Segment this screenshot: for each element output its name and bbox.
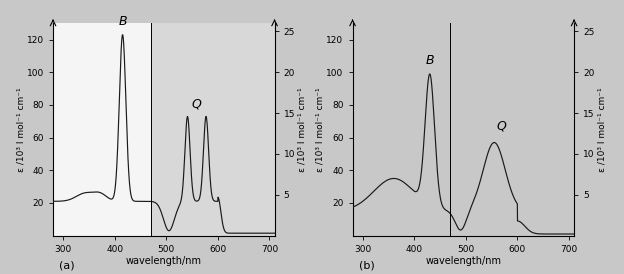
Y-axis label: ε /10³ l mol⁻¹ cm⁻¹: ε /10³ l mol⁻¹ cm⁻¹ <box>298 87 307 172</box>
Text: (a): (a) <box>59 261 75 270</box>
Text: $Q$: $Q$ <box>190 98 202 112</box>
Y-axis label: ε /10³ l mol⁻¹ cm⁻¹: ε /10³ l mol⁻¹ cm⁻¹ <box>16 87 26 172</box>
Text: (b): (b) <box>359 261 374 270</box>
X-axis label: wavelength/nm: wavelength/nm <box>126 256 202 266</box>
Y-axis label: ε /10³ l mol⁻¹ cm⁻¹: ε /10³ l mol⁻¹ cm⁻¹ <box>316 87 325 172</box>
Y-axis label: ε /10³ l mol⁻¹ cm⁻¹: ε /10³ l mol⁻¹ cm⁻¹ <box>597 87 607 172</box>
Bar <box>151 23 275 236</box>
X-axis label: wavelength/nm: wavelength/nm <box>426 256 501 266</box>
Text: $Q$: $Q$ <box>496 119 508 133</box>
Text: $B$: $B$ <box>425 55 435 67</box>
Text: $B$: $B$ <box>118 15 127 28</box>
